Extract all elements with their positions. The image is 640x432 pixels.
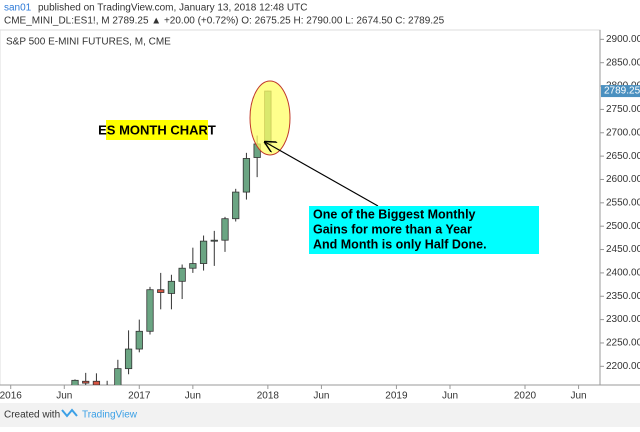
candle-body [82, 380, 90, 384]
candle-body [104, 386, 110, 403]
footer-bar [0, 403, 640, 427]
candle-body [135, 330, 143, 350]
annotation: Gains for more than a Year [313, 222, 472, 236]
y-tick-label: 2750.00 [606, 104, 640, 115]
annotation: One of the Biggest Monthly [313, 207, 476, 221]
candle-body [92, 380, 101, 385]
y-tick-label: 2350.00 [606, 291, 640, 302]
y-tick-label: 2400.00 [606, 268, 640, 279]
y-tick-label: 2550.00 [606, 197, 640, 208]
logo [61, 408, 78, 418]
y-tick-label: 2300.00 [606, 314, 640, 325]
candle-body [114, 368, 122, 385]
x-tick-label: 2019 [385, 391, 408, 402]
candle-body [178, 267, 186, 282]
x-tick-label: Jun [571, 391, 587, 402]
quote: CME_MINI_DL:ES1!, M 2789.25 ▲ +20.00 (+0… [4, 16, 445, 27]
x-tick-label: 2017 [128, 391, 151, 402]
candle-body [199, 240, 208, 264]
price-tag [601, 85, 640, 98]
annotation: And Month is only Half Done. [313, 237, 487, 251]
footer-brand: TradingView [82, 410, 138, 421]
candle-body [242, 158, 251, 193]
highlight-ellipse [249, 80, 291, 156]
y-tick-label: 2200.00 [606, 361, 640, 372]
x-tick-label: 2020 [514, 391, 537, 402]
published: published on TradingView.com, January 13… [38, 3, 307, 14]
candle-body [189, 263, 197, 269]
y-tick-label: 2250.00 [606, 338, 640, 349]
note-box [309, 206, 539, 254]
chart-title: S&P 500 E-MINI FUTURES, M, CME [6, 37, 171, 48]
candle-body [167, 280, 176, 294]
price-tag-label: 2789.25 [604, 86, 640, 97]
y-tick-label: 2900.00 [606, 34, 640, 45]
x-tick-label: Jun [56, 391, 72, 402]
y-tick-label: 2650.00 [606, 151, 640, 162]
candle-body [232, 191, 240, 220]
candle-body [124, 348, 133, 370]
y-tick-label: 2500.00 [606, 221, 640, 232]
y-tick-label: 2600.00 [606, 174, 640, 185]
label-box [106, 120, 208, 140]
y-tick-label: 2450.00 [606, 244, 640, 255]
x-tick-label: Jun [185, 391, 201, 402]
candle-body [221, 218, 229, 241]
candle-body [210, 239, 218, 242]
author: san01 [4, 3, 32, 14]
x-tick-label: 2018 [257, 391, 280, 402]
arrow [265, 142, 379, 207]
candle-body [146, 289, 154, 332]
x-tick-label: 2016 [0, 391, 22, 402]
footer-text: Created with [4, 410, 60, 421]
x-tick-label: Jun [442, 391, 458, 402]
x-tick-label: Jun [313, 391, 329, 402]
annotation: ES MONTH CHART [98, 122, 216, 137]
y-tick-label: 2850.00 [606, 57, 640, 68]
y-tick-label: 2700.00 [606, 127, 640, 138]
candle-body [71, 379, 79, 385]
candle-body [157, 289, 165, 293]
